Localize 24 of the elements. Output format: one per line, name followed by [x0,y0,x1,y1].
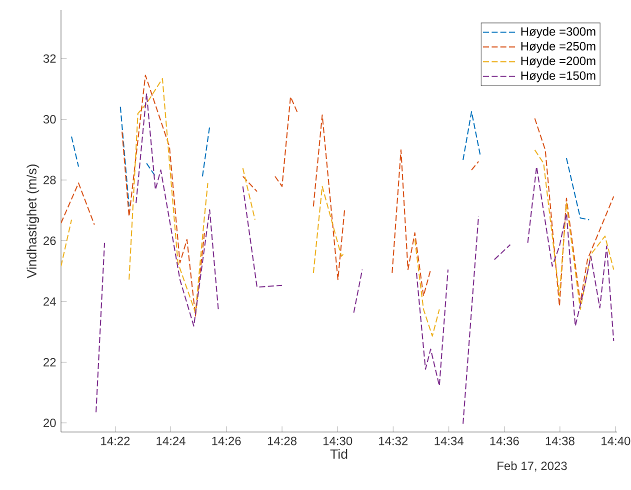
x-tick-label: 14:22 [101,436,130,446]
x-tick-label: 14:38 [546,436,574,446]
y-tick-label: 22 [44,358,56,366]
y-tick-label: 20 [44,418,56,428]
x-tick-label: 14:40 [602,436,630,446]
x-tick-label: 14:34 [434,436,464,446]
y-axis-title: Vindhastighet (m/s) [26,164,40,278]
legend-label: Høyde =300m [521,26,596,38]
legend-label: Høyde =250m [521,42,596,53]
y-tick-label: 24 [44,297,56,306]
y-tick-label: 30 [43,115,56,124]
x-axis-title: Tid [330,449,348,459]
x-tick-label: 14:24 [156,436,186,446]
x-tick-label: 14:36 [490,436,519,446]
legend-label: Høyde =150m [521,71,596,82]
text: Feb 17, 2023 [498,461,567,472]
legend-label: Høyde =200m [521,56,596,68]
y-tick-label: 26 [44,236,56,245]
x-tick-label: 14:26 [212,436,241,446]
y-tick-label: 28 [44,176,56,184]
y-tick-label: 32 [43,54,56,63]
x-tick-label: 14:30 [323,436,352,446]
x-tick-label: 14:32 [379,436,408,446]
x-tick-label: 14:28 [268,436,297,446]
